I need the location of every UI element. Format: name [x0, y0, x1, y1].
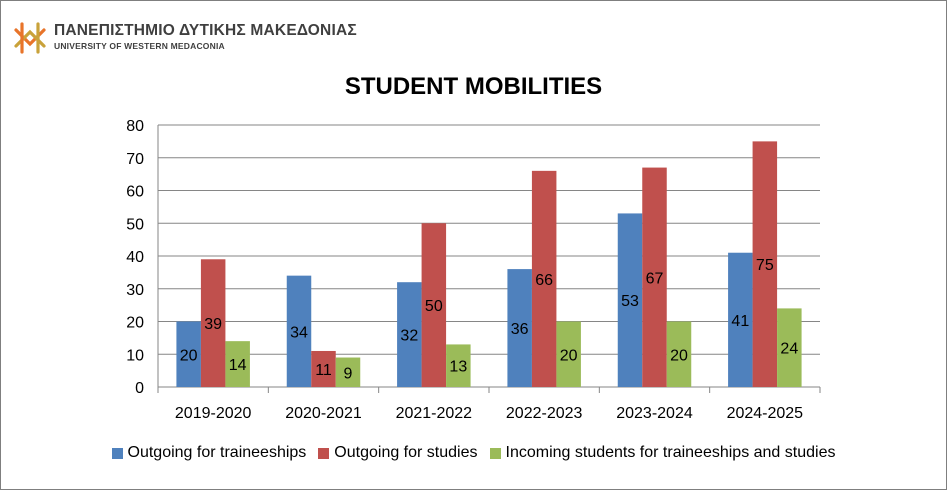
x-tick-label: 2021-2022 [396, 405, 473, 422]
legend-swatch [489, 447, 501, 459]
bar [421, 223, 447, 387]
bar [507, 269, 532, 387]
data-label: 75 [756, 257, 774, 274]
bar [617, 213, 643, 387]
data-label: 20 [560, 347, 578, 364]
y-tick-label: 70 [126, 151, 144, 168]
legend-entry: Outgoing for traineeships [111, 444, 307, 462]
bar [225, 341, 250, 387]
bar [752, 141, 778, 387]
data-label: 13 [449, 359, 467, 376]
university-name-english: UNIVERSITY OF WESTERN MEDACONIA [54, 41, 225, 51]
data-label: 11 [315, 362, 332, 379]
y-tick-label: 20 [126, 315, 144, 332]
bar [200, 259, 226, 387]
legend-label: Outgoing for traineeships [127, 444, 307, 461]
x-tick-label: 2024-2025 [727, 405, 804, 422]
data-label: 53 [621, 293, 639, 310]
bar [286, 275, 312, 387]
bar [176, 321, 201, 387]
bar [777, 308, 802, 387]
y-tick-label: 0 [135, 380, 144, 397]
data-label: 39 [204, 316, 222, 333]
data-label: 20 [180, 347, 198, 364]
data-label: 34 [290, 324, 308, 341]
data-label: 20 [670, 347, 688, 364]
y-tick-label: 50 [126, 216, 144, 233]
bar-chart: 0 10 20 30 40 50 60 70 80 2019-2020 2020-2021 2021-… [126, 118, 821, 422]
data-label: 9 [344, 365, 353, 382]
data-label: 24 [780, 341, 798, 358]
data-label: 32 [400, 328, 418, 345]
y-tick-label: 10 [126, 347, 144, 364]
data-label: 66 [535, 272, 553, 289]
university-name-greek: ΠΑΝΕΠΙΣΤΗΜΙΟ ΔΥΤΙΚΗΣ ΜΑΚΕΔΟΝΙΑΣ [54, 22, 357, 39]
y-tick-label: 80 [126, 118, 144, 135]
chart-title: STUDENT MOBILITIES [344, 73, 603, 100]
data-label: 36 [511, 321, 529, 338]
bar [531, 170, 557, 387]
x-tick-label: 2023-2024 [616, 405, 693, 422]
legend-entry: Incoming students for traineeships and s… [489, 444, 836, 462]
data-label: 50 [425, 298, 443, 315]
university-emblem-icon [14, 22, 46, 54]
bar [642, 167, 667, 387]
data-label: 67 [646, 270, 664, 287]
legend-label: Outgoing for studies [334, 444, 478, 461]
legend-swatch [111, 447, 123, 459]
y-tick-label: 30 [126, 282, 144, 299]
data-label: 41 [731, 313, 749, 330]
data-label: 14 [229, 357, 247, 374]
bar [446, 344, 471, 387]
bar [666, 321, 692, 387]
y-tick-label: 40 [126, 249, 144, 266]
x-tick-label: 2019-2020 [175, 405, 252, 422]
legend-label: Incoming students for traineeships and s… [505, 444, 836, 461]
bar [397, 282, 422, 387]
bar [728, 252, 753, 387]
chart-legend: Outgoing for traineeships Outgoing for st… [1, 444, 946, 462]
bar [556, 321, 581, 387]
x-tick-label: 2020-2021 [285, 405, 362, 422]
x-tick-label: 2022-2023 [506, 405, 583, 422]
bar [335, 357, 361, 387]
legend-swatch [318, 447, 330, 459]
bar [311, 350, 336, 387]
legend-entry: Outgoing for studies [318, 444, 478, 462]
y-tick-label: 60 [126, 184, 144, 201]
